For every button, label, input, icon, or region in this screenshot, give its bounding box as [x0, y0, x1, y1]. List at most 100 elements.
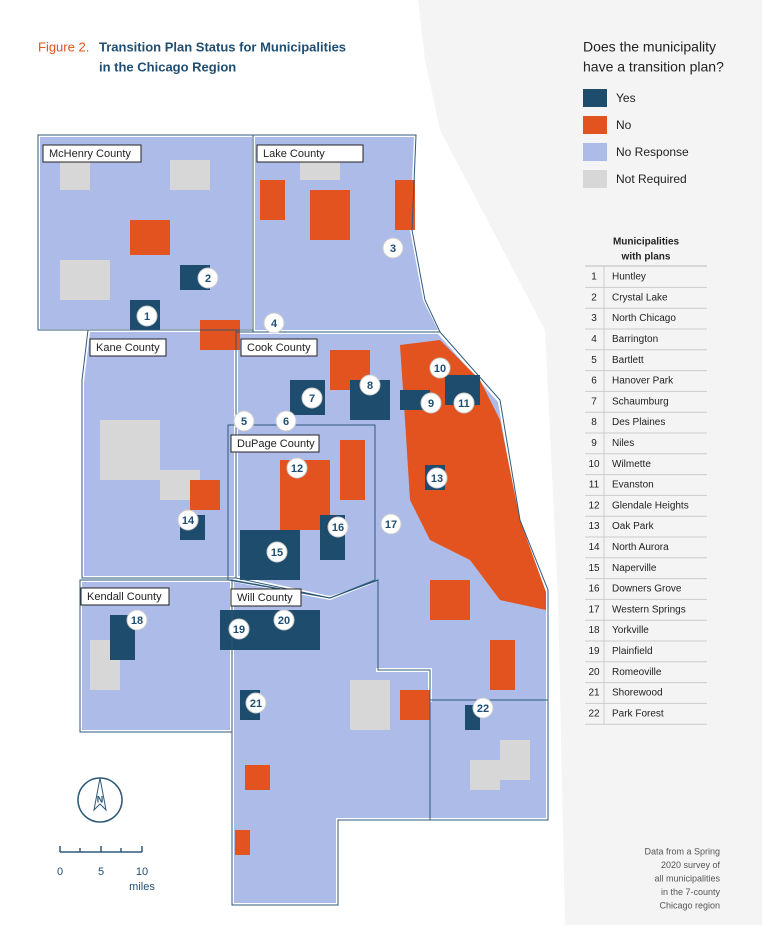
county-outline	[81, 329, 237, 579]
marker	[273, 609, 295, 631]
legend-label: No Response	[616, 145, 689, 159]
marker	[263, 312, 285, 334]
table-name: Evanston	[612, 480, 654, 491]
table-number: 21	[588, 688, 600, 699]
marker-label: 9	[428, 398, 434, 410]
county-outline	[227, 424, 376, 599]
marker	[382, 237, 404, 259]
marker	[245, 692, 267, 714]
marker-label: 10	[434, 363, 446, 375]
map-region	[60, 260, 110, 300]
scale-line	[59, 846, 143, 853]
table-number: 18	[588, 625, 600, 636]
legend-question: have a transition plan?	[583, 59, 724, 75]
marker	[453, 392, 475, 414]
table-number: 11	[589, 480, 600, 491]
scale-tick-label: 5	[98, 866, 104, 878]
marker	[228, 618, 250, 640]
marker	[327, 516, 349, 538]
marker-label: 22	[477, 703, 489, 715]
map-region	[260, 180, 285, 220]
table-number: 10	[588, 459, 600, 470]
table-name: Shorewood	[612, 688, 663, 699]
source-note: 2020 survey of	[661, 860, 721, 870]
table-name: Yorkville	[612, 625, 649, 636]
marker-label: 4	[271, 318, 278, 330]
compass	[77, 777, 123, 823]
legend-label: No	[616, 118, 632, 132]
county-label-box	[240, 338, 318, 357]
source-note: all municipalities	[654, 873, 720, 883]
source-note: in the 7-county	[661, 887, 721, 897]
marker-label: 16	[332, 522, 344, 534]
map-region	[500, 740, 530, 780]
map-region	[490, 640, 515, 690]
table-name: Glendale Heights	[612, 500, 689, 511]
table-number: 17	[588, 604, 600, 615]
marker	[472, 697, 494, 719]
marker	[420, 392, 442, 414]
marker	[126, 609, 148, 631]
table-number: 2	[591, 292, 597, 303]
table-number: 22	[588, 708, 600, 719]
table-number: 3	[591, 313, 597, 324]
table-name: Niles	[612, 438, 634, 449]
marker-label: 2	[205, 273, 211, 285]
marker	[359, 374, 381, 396]
table-name: Western Springs	[612, 604, 686, 615]
marker-label: 21	[250, 698, 262, 710]
map	[40, 137, 546, 903]
scale-unit: miles	[129, 881, 155, 893]
county-label: Cook County	[247, 342, 311, 354]
table-name: North Chicago	[612, 313, 676, 324]
table-number: 8	[591, 417, 597, 428]
table-number: 4	[591, 334, 597, 345]
marker-label: 5	[241, 416, 247, 428]
map-region	[350, 380, 390, 420]
table-number: 20	[588, 667, 600, 678]
marker	[266, 541, 288, 563]
marker-label: 17	[385, 519, 397, 531]
marker-label: 7	[309, 393, 315, 405]
table-name: Naperville	[612, 563, 657, 574]
marker	[233, 410, 255, 432]
map-region	[200, 320, 240, 350]
marker	[275, 410, 297, 432]
marker	[177, 509, 199, 531]
legend-swatch	[583, 170, 607, 188]
marker	[426, 467, 448, 489]
marker-label: 6	[283, 416, 289, 428]
table-name: Park Forest	[612, 708, 664, 719]
scale-tick-label: 0	[57, 866, 63, 878]
legend-label: Not Required	[616, 172, 687, 186]
table-number: 7	[591, 396, 597, 407]
marker-label: 11	[458, 398, 470, 410]
table-name: Plainfield	[612, 646, 653, 657]
table-name: Crystal Lake	[612, 292, 668, 303]
county-label: DuPage County	[237, 438, 315, 450]
map-region	[170, 160, 210, 190]
source-note: Chicago region	[659, 900, 720, 910]
map-region	[310, 190, 350, 240]
table-header: Municipalities	[613, 237, 680, 248]
source-note: Data from a Spring	[644, 846, 720, 856]
map-region	[235, 830, 250, 855]
table-name: Des Plaines	[612, 417, 665, 428]
table-name: Wilmette	[612, 459, 651, 470]
marker-label: 14	[182, 515, 195, 527]
map-region	[470, 760, 500, 790]
marker	[301, 387, 323, 409]
marker	[286, 457, 308, 479]
marker	[197, 267, 219, 289]
table-number: 12	[588, 500, 600, 511]
marker-label: 8	[367, 380, 373, 392]
legend-label: Yes	[616, 91, 636, 105]
county-label: Kane County	[96, 342, 160, 354]
marker	[136, 305, 158, 327]
table-name: Romeoville	[612, 667, 662, 678]
table-number: 1	[591, 272, 597, 283]
marker-label: 20	[278, 615, 290, 627]
map-region	[340, 440, 365, 500]
figure-title: in the Chicago Region	[99, 59, 236, 74]
county-label-box	[256, 144, 364, 163]
